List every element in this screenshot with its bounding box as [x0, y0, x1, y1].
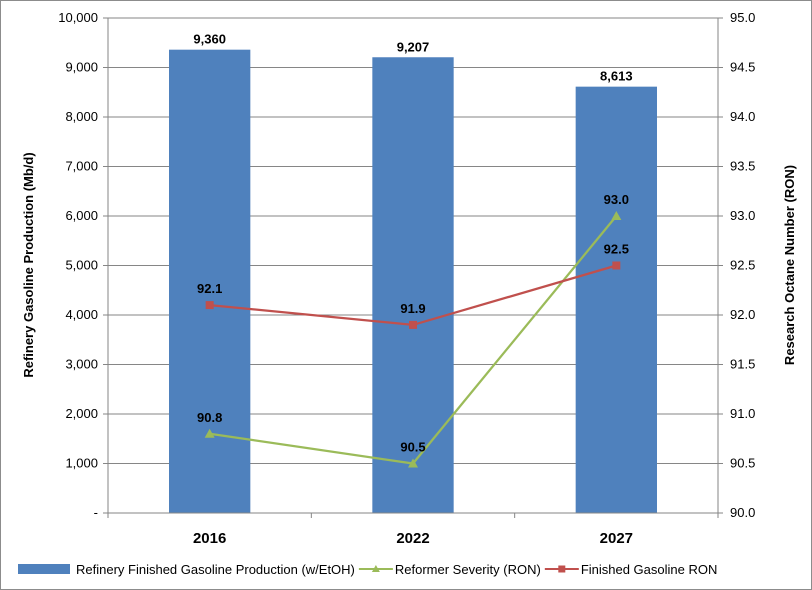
- line-series: [204, 211, 622, 468]
- legend-label: Reformer Severity (RON): [395, 562, 541, 577]
- y-left-tick-label: -: [94, 505, 98, 520]
- triangle-marker: [611, 211, 622, 220]
- tick-labels: - 90.0 1,000 90.5 2,000 91.0 3,000 91.5 4,000 92.…: [58, 10, 755, 547]
- y-left-tick-label: 2,000: [65, 406, 98, 421]
- axes: [103, 17, 723, 518]
- y-right-tick-label: 94.5: [730, 60, 755, 75]
- y-left-tick-label: 8,000: [65, 109, 98, 124]
- y-left-tick-label: 6,000: [65, 208, 98, 223]
- y-right-tick-label: 93.5: [730, 159, 755, 174]
- line-data-label: 92.1: [197, 281, 222, 296]
- y-left-tick-label: 10,000: [58, 10, 98, 25]
- y-right-tick-label: 91.5: [730, 357, 755, 372]
- y-right-tick-label: 95.0: [730, 10, 755, 25]
- x-category-label: 2016: [193, 530, 226, 547]
- y-right-tick-label: 91.0: [730, 406, 755, 421]
- legend-swatch-marker: [558, 565, 566, 573]
- triangle-marker: [204, 428, 215, 438]
- x-category-label: 2027: [600, 530, 633, 547]
- y-axis-right-title: Research Octane Number (RON): [782, 165, 797, 365]
- triangle-marker: [408, 458, 418, 468]
- line-data-label: 90.5: [400, 440, 425, 455]
- y-axis-left-title: Refinery Gasoline Production (Mb/d): [21, 152, 36, 377]
- bar-series: [169, 49, 657, 514]
- bar-data-label: 8,613: [600, 69, 633, 84]
- y-right-tick-label: 93.0: [730, 208, 755, 223]
- legend-swatch-bar: [18, 564, 70, 574]
- square-marker: [205, 301, 214, 310]
- y-right-tick-label: 94.0: [730, 109, 755, 124]
- line-data-label: 92.5: [604, 242, 629, 257]
- y-left-tick-label: 9,000: [65, 60, 98, 75]
- legend-label: Refinery Finished Gasoline Production (w…: [76, 562, 355, 577]
- y-right-tick-label: 92.5: [730, 258, 755, 273]
- legend-label: Finished Gasoline RON: [581, 562, 718, 577]
- y-left-tick-label: 3,000: [65, 357, 98, 372]
- bar: [372, 57, 454, 513]
- y-right-tick-label: 90.5: [730, 456, 755, 471]
- line-data-label: 90.8: [197, 410, 222, 425]
- y-left-tick-label: 7,000: [65, 159, 98, 174]
- legend: Refinery Finished Gasoline Production (w…: [18, 562, 717, 577]
- y-left-tick-label: 1,000: [65, 456, 98, 471]
- y-left-tick-label: 4,000: [65, 307, 98, 322]
- data-labels: 9,360 9,207 8,613 90.8 90.5 93.0 92.1 91.9 92.5: [193, 32, 632, 455]
- line-data-label: 91.9: [400, 301, 425, 316]
- bar: [575, 86, 657, 514]
- y-right-tick-label: 90.0: [730, 505, 755, 520]
- bar-data-label: 9,360: [193, 32, 226, 47]
- legend-swatch-marker: [371, 565, 380, 572]
- bar-data-label: 9,207: [397, 39, 430, 54]
- square-marker: [612, 261, 621, 270]
- square-marker: [409, 320, 417, 329]
- y-left-tick-label: 5,000: [65, 258, 98, 273]
- y-right-tick-label: 92.0: [730, 307, 755, 322]
- line-data-label: 93.0: [604, 192, 629, 207]
- x-category-label: 2022: [396, 530, 429, 547]
